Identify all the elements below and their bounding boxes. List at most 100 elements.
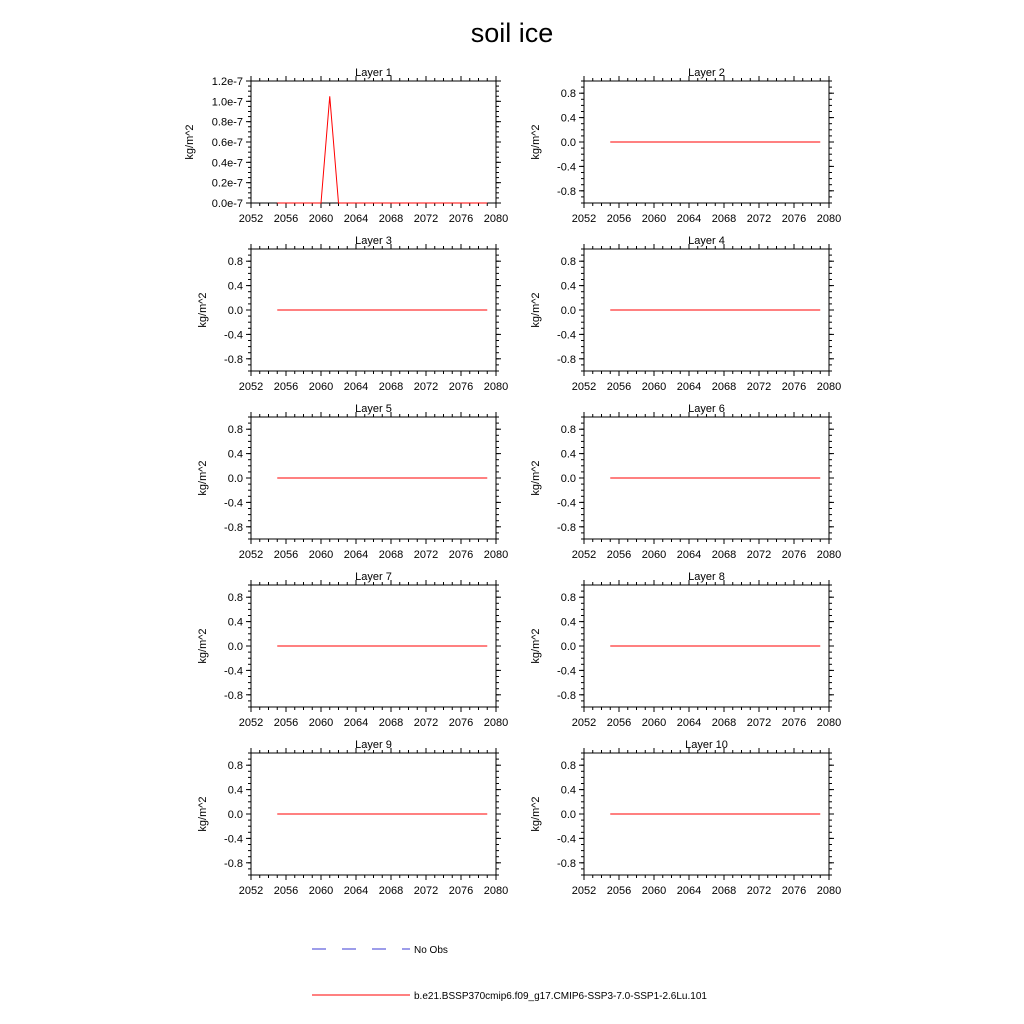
panel-3: Layer 3 kg/m^2 2052 2056 2060 2064 2068 2072 207… xyxy=(197,235,508,393)
x-tick-label: 2076 xyxy=(449,717,473,729)
x-tick-label: 2080 xyxy=(484,213,508,225)
legend-model-label: b.e21.BSSP370cmip6.f09_g17.CMIP6-SSP3-7.… xyxy=(414,991,707,1002)
y-tick-label: 0.4 xyxy=(561,617,576,629)
y-tick-label: 0.8 xyxy=(228,760,243,772)
y-tick-label: 0.4 xyxy=(561,281,576,293)
x-tick-label: 2056 xyxy=(274,381,298,393)
panel-1: Layer 1 kg/m^2 2052 2056 2060 2064 2068 2072 207… xyxy=(184,67,508,225)
y-tick-label: -0.4 xyxy=(224,497,243,509)
x-tick-label: 2064 xyxy=(344,717,368,729)
x-tick-label: 2056 xyxy=(607,381,631,393)
y-tick-label: 0.0 xyxy=(561,641,576,653)
x-tick-label: 2060 xyxy=(309,717,333,729)
x-tick-label: 2072 xyxy=(414,381,438,393)
x-tick-label: 2068 xyxy=(712,885,736,897)
panel-title: Layer 9 xyxy=(355,739,392,751)
x-tick-label: 2072 xyxy=(414,213,438,225)
x-tick-label: 2068 xyxy=(712,213,736,225)
panel-4: Layer 4 kg/m^2 2052 2056 2060 2064 2068 2072 207… xyxy=(530,235,841,393)
x-tick-label: 2068 xyxy=(379,549,403,561)
x-tick-label: 2060 xyxy=(309,549,333,561)
panel-9: Layer 9 kg/m^2 2052 2056 2060 2064 2068 2072 207… xyxy=(197,739,508,897)
x-tick-label: 2072 xyxy=(414,717,438,729)
y-tick-label: -0.8 xyxy=(557,690,576,702)
x-tick-label: 2056 xyxy=(274,885,298,897)
x-tick-label: 2060 xyxy=(642,213,666,225)
y-tick-label: -0.8 xyxy=(557,522,576,534)
y-tick-label: -0.4 xyxy=(224,833,243,845)
panel-5: Layer 5 kg/m^2 2052 2056 2060 2064 2068 2072 207… xyxy=(197,403,508,561)
y-tick-label: -0.4 xyxy=(557,161,576,173)
panel-title: Layer 1 xyxy=(355,67,392,79)
x-tick-label: 2080 xyxy=(484,381,508,393)
y-tick-label: 0.4e-7 xyxy=(212,157,243,169)
x-tick-label: 2068 xyxy=(379,381,403,393)
x-tick-label: 2072 xyxy=(747,381,771,393)
y-tick-label: 0.0 xyxy=(561,137,576,149)
y-tick-label: -0.4 xyxy=(224,329,243,341)
x-tick-label: 2056 xyxy=(607,885,631,897)
x-tick-label: 2076 xyxy=(782,885,806,897)
x-tick-label: 2072 xyxy=(747,549,771,561)
y-tick-label: 0.4 xyxy=(561,785,576,797)
panel-2: Layer 2 kg/m^2 2052 2056 2060 2064 2068 2072 207… xyxy=(530,67,841,225)
x-tick-label: 2056 xyxy=(607,213,631,225)
y-axis-label: kg/m^2 xyxy=(197,628,209,663)
y-tick-label: 0.4 xyxy=(561,113,576,125)
x-tick-label: 2076 xyxy=(449,381,473,393)
legend: No Obs b.e21.BSSP370cmip6.f09_g17.CMIP6-S… xyxy=(312,945,707,1002)
y-tick-label: 0.0 xyxy=(561,473,576,485)
y-axis-label: kg/m^2 xyxy=(530,628,542,663)
y-tick-label: 0.4 xyxy=(228,617,243,629)
y-tick-label: 0.6e-7 xyxy=(212,137,243,149)
y-tick-label: -0.8 xyxy=(557,186,576,198)
x-tick-label: 2052 xyxy=(572,381,596,393)
panel-title: Layer 6 xyxy=(688,403,725,415)
y-tick-label: -0.8 xyxy=(224,522,243,534)
y-tick-label: 0.8 xyxy=(228,424,243,436)
x-tick-label: 2072 xyxy=(414,885,438,897)
x-tick-label: 2076 xyxy=(449,885,473,897)
y-tick-label: 0.8 xyxy=(561,760,576,772)
x-tick-label: 2080 xyxy=(817,381,841,393)
x-tick-label: 2060 xyxy=(642,717,666,729)
x-tick-label: 2052 xyxy=(239,213,263,225)
x-tick-label: 2076 xyxy=(449,549,473,561)
y-tick-label: 0.8 xyxy=(561,256,576,268)
x-tick-label: 2068 xyxy=(379,213,403,225)
y-tick-label: 0.8 xyxy=(228,256,243,268)
x-tick-label: 2060 xyxy=(642,885,666,897)
legend-obs-label: No Obs xyxy=(414,945,448,956)
y-tick-label: 0.4 xyxy=(228,281,243,293)
x-tick-label: 2080 xyxy=(484,549,508,561)
x-tick-label: 2052 xyxy=(239,885,263,897)
y-tick-label: -0.4 xyxy=(557,497,576,509)
x-tick-label: 2076 xyxy=(782,381,806,393)
y-tick-label: 1.0e-7 xyxy=(212,96,243,108)
x-tick-label: 2056 xyxy=(274,549,298,561)
x-tick-label: 2064 xyxy=(677,213,701,225)
x-tick-label: 2064 xyxy=(677,717,701,729)
x-tick-label: 2080 xyxy=(817,717,841,729)
series-line xyxy=(277,96,488,204)
y-axis-label: kg/m^2 xyxy=(197,460,209,495)
x-tick-label: 2052 xyxy=(572,213,596,225)
x-tick-label: 2068 xyxy=(712,717,736,729)
y-tick-label: -0.8 xyxy=(224,354,243,366)
x-tick-label: 2052 xyxy=(572,885,596,897)
x-tick-label: 2060 xyxy=(642,381,666,393)
y-tick-label: 0.8 xyxy=(561,88,576,100)
x-tick-label: 2080 xyxy=(484,717,508,729)
panel-title: Layer 5 xyxy=(355,403,392,415)
x-tick-label: 2072 xyxy=(747,213,771,225)
x-tick-label: 2052 xyxy=(572,549,596,561)
panel-8: Layer 8 kg/m^2 2052 2056 2060 2064 2068 2072 207… xyxy=(530,571,841,729)
x-tick-label: 2080 xyxy=(484,885,508,897)
panel-title: Layer 4 xyxy=(688,235,725,247)
y-tick-label: 0.0 xyxy=(561,305,576,317)
panel-title: Layer 3 xyxy=(355,235,392,247)
x-tick-label: 2060 xyxy=(309,885,333,897)
x-tick-label: 2060 xyxy=(309,381,333,393)
y-tick-label: 0.0 xyxy=(228,473,243,485)
